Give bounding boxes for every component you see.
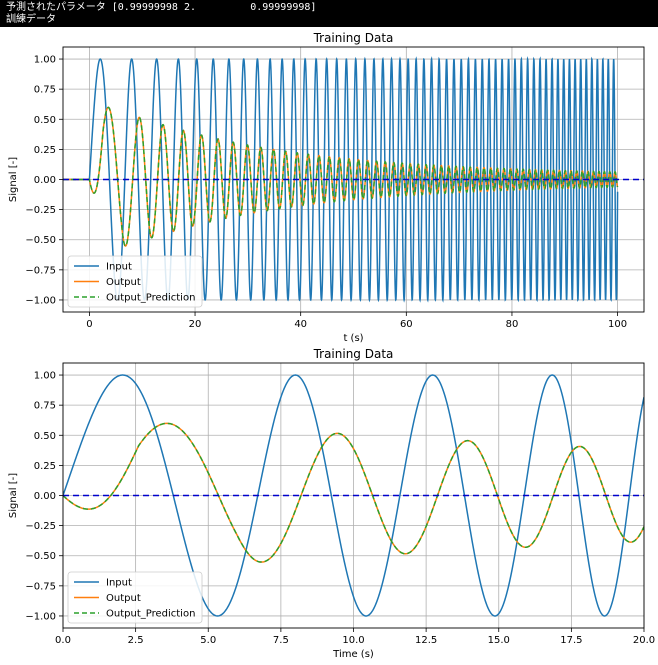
y-tick-label: 0.50 bbox=[34, 431, 56, 442]
legend: Input Output Output_Prediction bbox=[67, 571, 203, 624]
y-tick-label: 0.75 bbox=[34, 85, 56, 96]
legend-output-label: Output bbox=[106, 593, 141, 604]
series-prediction-line bbox=[63, 422, 644, 563]
legend-input-label: Input bbox=[106, 262, 132, 273]
y-tick-label: −0.50 bbox=[25, 235, 56, 246]
y-tick-label: −0.25 bbox=[25, 521, 56, 532]
y-tick-label: −0.50 bbox=[25, 551, 56, 562]
x-axis-label: Time (s) bbox=[332, 649, 374, 660]
series-input-line bbox=[63, 374, 644, 617]
y-tick-label: −1.00 bbox=[25, 611, 56, 622]
x-tick-label: 7.5 bbox=[273, 635, 289, 646]
x-tick-label: 60 bbox=[400, 319, 413, 330]
x-tick-label: 20 bbox=[189, 319, 202, 330]
y-tick-label: −0.75 bbox=[25, 581, 56, 592]
x-tick-label: 100 bbox=[608, 319, 627, 330]
chart-title: Training Data bbox=[313, 347, 394, 361]
top-chart: 0 20 40 60 80 100 −1.00 −0.75 −0.50 −0.25 0.00 0.25… bbox=[8, 31, 645, 344]
x-axis-label: t (s) bbox=[343, 333, 363, 344]
legend-box bbox=[67, 571, 203, 624]
x-tick-label: 0.0 bbox=[55, 635, 71, 646]
x-tick-label: 0 bbox=[86, 319, 92, 330]
y-axis-label: Signal [-] bbox=[8, 157, 19, 202]
series-group bbox=[63, 374, 644, 617]
console-output: 予測されたパラメータ [0.99999998 2. 0.99999998] 訓練… bbox=[0, 0, 658, 27]
series-input-line bbox=[63, 56, 619, 303]
legend: Input Output Output_Prediction bbox=[67, 255, 203, 308]
x-tick-label: 80 bbox=[506, 319, 519, 330]
x-tick-label: 5.0 bbox=[200, 635, 216, 646]
y-axis-label: Signal [-] bbox=[8, 473, 19, 518]
y-tick-label: 0.50 bbox=[34, 115, 56, 126]
chart-title: Training Data bbox=[313, 31, 394, 45]
y-tick-label: −0.25 bbox=[25, 205, 56, 216]
legend-box bbox=[67, 255, 203, 308]
legend-output-label: Output bbox=[106, 277, 141, 288]
x-tick-label: 20.0 bbox=[633, 635, 655, 646]
figure: 0 20 40 60 80 100 −1.00 −0.75 −0.50 −0.25 0.00 0.25… bbox=[8, 31, 655, 660]
y-tick-label: 0.00 bbox=[34, 175, 56, 186]
y-tick-label: 0.25 bbox=[34, 461, 56, 472]
training-data-label: 訓練データ bbox=[6, 14, 56, 25]
y-tick-label: 1.00 bbox=[34, 55, 56, 66]
legend-prediction-label: Output_Prediction bbox=[106, 293, 195, 304]
y-tick-label: 0.75 bbox=[34, 401, 56, 412]
y-tick-label: 0.00 bbox=[34, 491, 56, 502]
y-tick-label: 0.25 bbox=[34, 145, 56, 156]
y-tick-label: 1.00 bbox=[34, 371, 56, 382]
predicted-params-line: 予測されたパラメータ [0.99999998 2. 0.99999998] bbox=[6, 2, 317, 13]
legend-prediction-label: Output_Prediction bbox=[106, 609, 195, 620]
series-group bbox=[63, 56, 619, 303]
y-tick-label: −0.75 bbox=[25, 265, 56, 276]
y-tick-label: −1.00 bbox=[25, 295, 56, 306]
x-tick-label: 40 bbox=[294, 319, 307, 330]
series-prediction-line bbox=[63, 106, 619, 247]
x-tick-label: 10.0 bbox=[342, 635, 364, 646]
x-tick-label: 17.5 bbox=[560, 635, 582, 646]
x-tick-label: 12.5 bbox=[415, 635, 437, 646]
x-tick-label: 2.5 bbox=[128, 635, 144, 646]
bottom-chart: 0.0 2.5 5.0 7.5 10.0 12.5 15.0 17.5 20.0 −1.00 −0.… bbox=[8, 347, 655, 660]
legend-input-label: Input bbox=[106, 578, 132, 589]
x-tick-label: 15.0 bbox=[488, 635, 510, 646]
